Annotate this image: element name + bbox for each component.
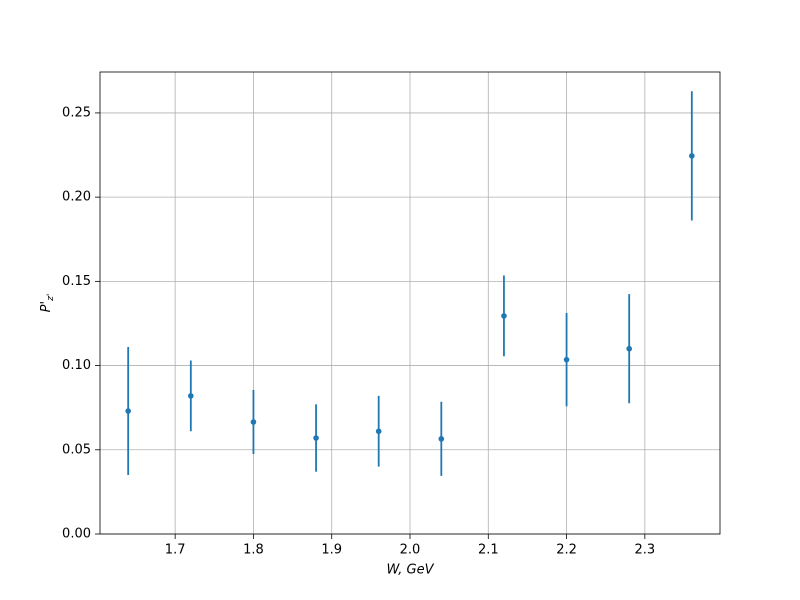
y-tick-label: 0.15 [62,274,91,289]
x-tick-label: 2.0 [400,543,421,558]
x-tick-label: 1.8 [243,543,264,558]
plot-frame [99,71,721,535]
y-tick-label: 0.25 [62,105,91,120]
data-point [626,345,632,352]
y-axis-label-base: P' [39,301,54,312]
x-axis-label: W, GeV [386,563,434,578]
x-tick-label: 2.3 [635,543,656,558]
y-tick-label: 0.05 [62,442,91,457]
data-point [125,408,131,414]
data-point [689,153,695,159]
data-point [188,393,194,399]
data-point [438,436,445,442]
y-axis-label: P'z' [39,294,56,313]
data-point [250,419,257,425]
x-tick-label: 2.2 [556,543,577,558]
y-axis-label-subscript: z' [46,294,56,302]
x-tick-label: 2.1 [478,543,499,558]
y-tick-label: 0.00 [62,527,91,542]
x-tick-label: 1.9 [321,543,342,558]
y-tick-label: 0.10 [62,358,91,373]
data-point [313,435,319,441]
data-point [563,356,570,363]
y-tick-label: 0.20 [62,190,91,205]
x-tick-label: 1.7 [165,543,186,558]
data-point [375,428,382,435]
data-point [501,313,507,319]
